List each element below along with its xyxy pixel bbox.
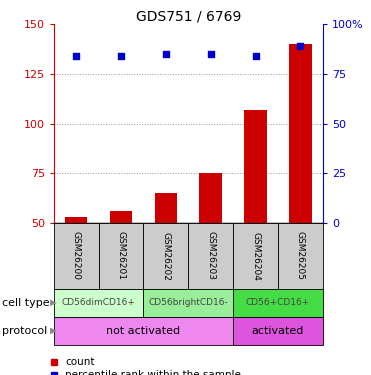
Point [163,51,169,57]
Bar [155,194,177,223]
Bar [54,317,233,345]
Bar [54,289,144,317]
Text: GSM26203: GSM26203 [206,231,215,280]
Text: CD56+CD16+: CD56+CD16+ [246,298,310,307]
Point [253,53,259,59]
Bar [200,173,222,223]
Bar [144,223,188,289]
Text: count: count [65,357,95,367]
Text: activated: activated [252,326,304,336]
Bar [289,44,312,223]
Text: cell type: cell type [2,298,49,308]
Point [73,53,79,59]
Text: CD56brightCD16-: CD56brightCD16- [148,298,228,307]
Text: GSM26201: GSM26201 [116,231,125,280]
Bar [110,211,132,223]
Title: GDS751 / 6769: GDS751 / 6769 [135,9,241,23]
Bar [278,223,323,289]
Bar [188,223,233,289]
Polygon shape [50,299,57,306]
Text: GSM26205: GSM26205 [296,231,305,280]
Point [118,53,124,59]
Bar [233,317,323,345]
Bar [99,223,144,289]
Point [298,43,303,49]
Bar [144,289,233,317]
Bar [54,223,99,289]
Text: percentile rank within the sample: percentile rank within the sample [65,370,241,375]
Bar [244,110,267,223]
Polygon shape [50,328,57,334]
Text: protocol: protocol [2,326,47,336]
Bar [233,289,323,317]
Text: GSM26200: GSM26200 [72,231,81,280]
Bar [65,217,88,223]
Text: GSM26202: GSM26202 [161,231,170,280]
Point [208,51,214,57]
Text: CD56dimCD16+: CD56dimCD16+ [62,298,135,307]
Text: not activated: not activated [106,326,181,336]
Text: GSM26204: GSM26204 [251,231,260,280]
Bar [233,223,278,289]
